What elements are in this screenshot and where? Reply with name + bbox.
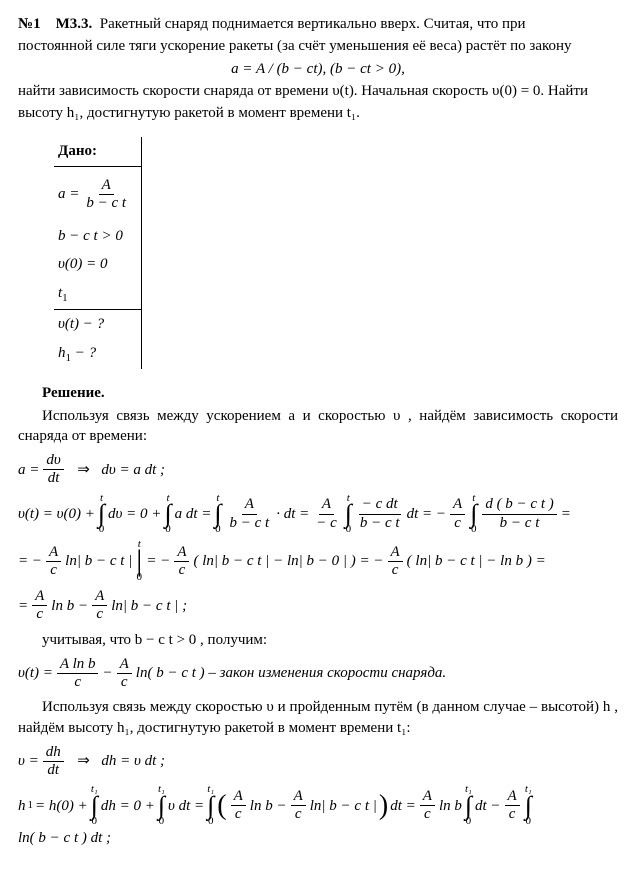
eq-dhdt: υ = dh dt ⇒ dh = υ dt ; <box>18 744 618 780</box>
given-title: Дано: <box>54 137 142 166</box>
given-a-lhs: a = <box>58 184 79 204</box>
given-r4: t1 <box>54 279 142 310</box>
eq-note: учитывая, что b − c t > 0 , получим: <box>18 630 618 650</box>
given-r3: υ(0) = 0 <box>54 250 142 278</box>
stmt-line-3: найти зависимость скорости снаряда от вр… <box>18 81 618 101</box>
eq-h1: h1 = h(0) + t₁∫0 dh = 0 + t₁∫0 υ dt = t₁… <box>18 785 618 848</box>
solution-heading: Решение. <box>18 383 618 403</box>
solution-p2: Используя связь между скоростью υ и прой… <box>18 697 618 738</box>
given-box: Дано: a = A b − c t b − c t > 0 υ(0) = 0… <box>54 137 618 369</box>
stmt-line-2: постоянной силе тяги ускорение ракеты (з… <box>18 36 618 56</box>
problem-statement: №1 М3.3. Ракетный снаряд поднимается вер… <box>18 14 618 34</box>
eq-chain-1: υ(t) = υ(0) + t∫0 dυ = 0 + t∫0 a dt = t∫… <box>18 494 618 535</box>
eq-dvdt: a = dυ dt ⇒ dυ = a dt ; <box>18 452 618 488</box>
given-q1: υ(t) − ? <box>54 310 142 339</box>
given-a-frac: A b − c t <box>83 177 129 213</box>
stmt-line-1: Ракетный снаряд поднимается вертикально … <box>100 16 526 32</box>
solution-p1: Используя связь между ускорением a и ско… <box>18 406 618 447</box>
problem-number: №1 <box>18 16 41 32</box>
stmt-line-4: высоту h₁, достигнутую ракетой в момент … <box>18 103 618 123</box>
given-r2: b − c t > 0 <box>54 222 142 250</box>
given-q2: h1 − ? <box>54 339 142 370</box>
problem-code: М3.3. <box>56 16 93 32</box>
eq-vt: υ(t) = A ln bc − Ac ln( b − c t ) – зако… <box>18 656 618 692</box>
stmt-formula: a = A / (b − ct), (b − ct > 0), <box>18 59 618 79</box>
eq-chain-2: = − Ac ln| b − c t | t|0 = − Ac ( ln| b … <box>18 540 618 582</box>
eq-chain-3: = Ac ln b − Ac ln| b − c t | ; <box>18 588 618 624</box>
